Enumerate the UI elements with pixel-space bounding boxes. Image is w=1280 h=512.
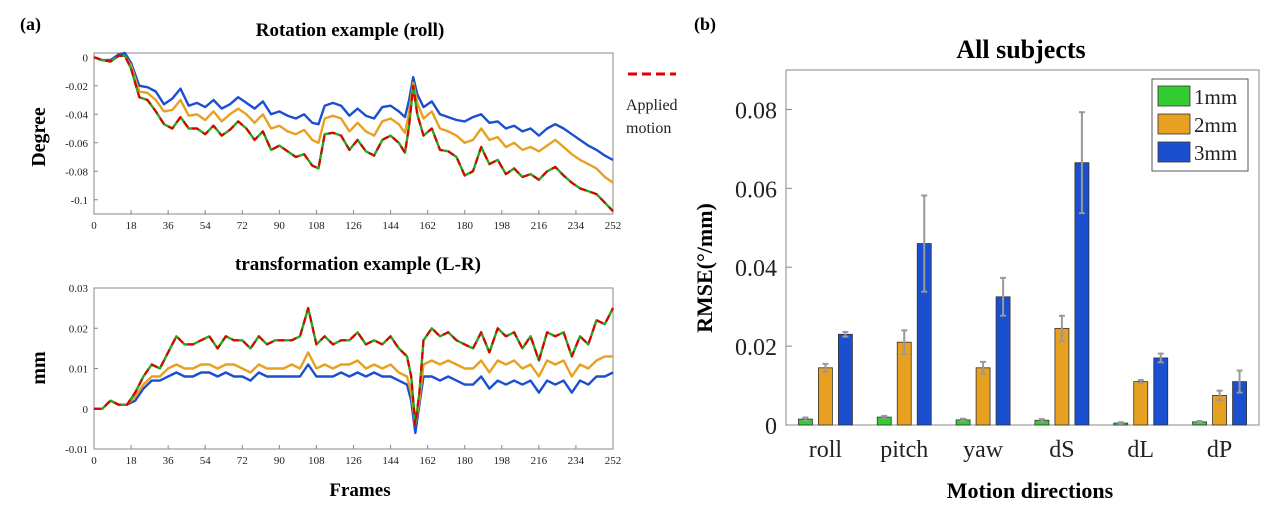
rotation-y-ticks: 0 -0.02 -0.04 -0.06 -0.08 -0.1 bbox=[65, 52, 98, 207]
rotation-xtick-label: 36 bbox=[163, 220, 175, 232]
transformation-series-estimate-2mm bbox=[94, 351, 613, 427]
applied-motion-legend: Applied motion bbox=[626, 72, 678, 137]
legend-swatch-3mm bbox=[1157, 141, 1191, 163]
bar-x-ticks: roll pitch yaw dS dL dP bbox=[809, 437, 1233, 463]
bar-chart-title: All subjects bbox=[956, 35, 1085, 64]
legend-label-2mm: 2mm bbox=[1194, 113, 1237, 137]
rotation-series-applied-motion bbox=[93, 54, 614, 212]
bar-xtick-label: yaw bbox=[963, 437, 1004, 463]
transformation-xtick-label: 162 bbox=[419, 455, 436, 467]
transformation-xtick-label: 90 bbox=[274, 455, 286, 467]
rotation-xtick-label: 18 bbox=[126, 220, 138, 232]
rotation-ytick-label: 0 bbox=[83, 52, 89, 64]
bar-dL-2mm bbox=[1133, 381, 1149, 426]
transformation-xtick-label: 0 bbox=[91, 455, 97, 467]
transformation-xtick-label: 216 bbox=[531, 455, 548, 467]
transformation-ytick-label: -0.01 bbox=[65, 444, 88, 456]
transformation-xtick-label: 198 bbox=[494, 455, 511, 467]
rotation-xtick-label: 252 bbox=[605, 220, 622, 232]
bar-xtick-label: roll bbox=[809, 437, 843, 463]
rotation-xtick-label: 198 bbox=[494, 220, 511, 232]
bar-legend: 1mm 2mm 3mm bbox=[1151, 78, 1249, 172]
bar-ytick-label: 0.04 bbox=[735, 256, 777, 282]
bar-xtick-label: dS bbox=[1049, 437, 1074, 463]
bar-ytick-label: 0.08 bbox=[735, 98, 777, 124]
transformation-ytick-label: 0.01 bbox=[69, 364, 88, 376]
rotation-xtick-label: 108 bbox=[308, 220, 325, 232]
transformation-plot-frame bbox=[93, 287, 614, 450]
applied-motion-legend-line1: Applied bbox=[626, 97, 678, 114]
rotation-ytick-label: -0.1 bbox=[71, 195, 88, 207]
rotation-xtick-label: 144 bbox=[382, 220, 399, 232]
panel-a-label: (a) bbox=[20, 14, 41, 35]
bar-series bbox=[798, 111, 1247, 426]
transformation-series-estimate-3mm bbox=[94, 363, 614, 435]
frames-xlabel: Frames bbox=[329, 480, 390, 501]
transformation-xtick-label: 144 bbox=[382, 455, 399, 467]
rotation-xtick-label: 180 bbox=[456, 220, 473, 232]
transformation-ytick-label: 0.03 bbox=[69, 283, 89, 295]
rotation-xtick-label: 162 bbox=[419, 220, 436, 232]
bar-chart-ylabel: RMSE(°/mm) bbox=[692, 203, 717, 333]
rotation-ytick-label: -0.02 bbox=[65, 81, 88, 93]
transformation-y-ticks: 0.03 0.02 0.01 0 -0.01 bbox=[65, 283, 98, 456]
transformation-ytick-label: 0.02 bbox=[69, 323, 88, 335]
bar-chart-xlabel: Motion directions bbox=[947, 478, 1114, 503]
transformation-plot-title: transformation example (L-R) bbox=[235, 254, 481, 275]
rotation-plot-title: Rotation example (roll) bbox=[256, 20, 445, 41]
rotation-xtick-label: 216 bbox=[531, 220, 548, 232]
transformation-plot: transformation example (L-R) mm 0.03 0.02… bbox=[28, 254, 621, 501]
transformation-xtick-label: 36 bbox=[163, 455, 175, 467]
bar-yaw-2mm bbox=[975, 367, 991, 426]
rmse-bar-chart: All subjects RMSE(°/mm) 0 0.02 0.04 0.06 0.0… bbox=[692, 35, 1260, 503]
bar-roll-2mm bbox=[818, 367, 833, 426]
rotation-xtick-label: 54 bbox=[200, 220, 212, 232]
rotation-xtick-label: 234 bbox=[568, 220, 585, 232]
rotation-series-estimate-2mm bbox=[93, 54, 614, 184]
rotation-xtick-label: 126 bbox=[345, 220, 362, 232]
legend-swatch-1mm bbox=[1157, 85, 1191, 107]
bar-dS-2mm bbox=[1054, 327, 1070, 426]
rotation-ytick-label: -0.04 bbox=[65, 109, 88, 121]
bar-xtick-label: pitch bbox=[880, 437, 928, 463]
applied-motion-legend-line2: motion bbox=[626, 120, 671, 137]
rotation-plot: Rotation example (roll) Degree 0 -0.02 -0.… bbox=[28, 20, 621, 232]
transformation-xtick-label: 18 bbox=[126, 455, 138, 467]
transformation-xtick-label: 180 bbox=[456, 455, 473, 467]
bar-xtick-label: dP bbox=[1207, 437, 1232, 463]
rotation-x-ticks: 0 18 36 54 72 90 108 126 144 162 180 198 216 234 252 bbox=[91, 210, 621, 232]
legend-label-1mm: 1mm bbox=[1194, 85, 1237, 109]
transformation-xtick-label: 252 bbox=[605, 455, 622, 467]
legend-label-3mm: 3mm bbox=[1194, 141, 1237, 165]
rotation-xtick-label: 90 bbox=[274, 220, 286, 232]
rotation-plot-ylabel: Degree bbox=[28, 107, 50, 167]
transformation-plot-ylabel: mm bbox=[28, 351, 50, 385]
transformation-xtick-label: 108 bbox=[308, 455, 325, 467]
transformation-series-applied-motion bbox=[94, 307, 614, 426]
bar-ytick-label: 0.06 bbox=[735, 177, 777, 203]
rotation-xtick-label: 72 bbox=[237, 220, 248, 232]
legend-swatch-2mm bbox=[1157, 113, 1191, 135]
panel-b-label: (b) bbox=[694, 14, 716, 35]
rotation-series bbox=[93, 51, 614, 213]
bar-ytick-label: 0.02 bbox=[735, 335, 777, 361]
transformation-xtick-label: 126 bbox=[345, 455, 362, 467]
bar-roll-3mm bbox=[838, 333, 853, 426]
transformation-x-ticks: 0 18 36 54 72 90 108 126 144 162 180 198 216 234 252 bbox=[91, 445, 621, 467]
transformation-xtick-label: 72 bbox=[237, 455, 248, 467]
bar-y-ticks: 0 0.02 0.04 0.06 0.08 bbox=[735, 98, 792, 440]
bar-dL-3mm bbox=[1153, 357, 1169, 426]
bar-chart-frame bbox=[785, 69, 1260, 426]
bar-xtick-label: dL bbox=[1127, 437, 1154, 463]
transformation-series bbox=[94, 306, 615, 435]
transformation-ytick-label: 0 bbox=[83, 404, 89, 416]
rotation-ytick-label: -0.06 bbox=[65, 138, 88, 150]
transformation-xtick-label: 234 bbox=[568, 455, 585, 467]
bar-ytick-label: 0 bbox=[765, 414, 777, 440]
transformation-xtick-label: 54 bbox=[200, 455, 212, 467]
rotation-xtick-label: 0 bbox=[91, 220, 97, 232]
rotation-series-estimate-3mm bbox=[93, 51, 614, 161]
rotation-ytick-label: -0.08 bbox=[65, 166, 88, 178]
